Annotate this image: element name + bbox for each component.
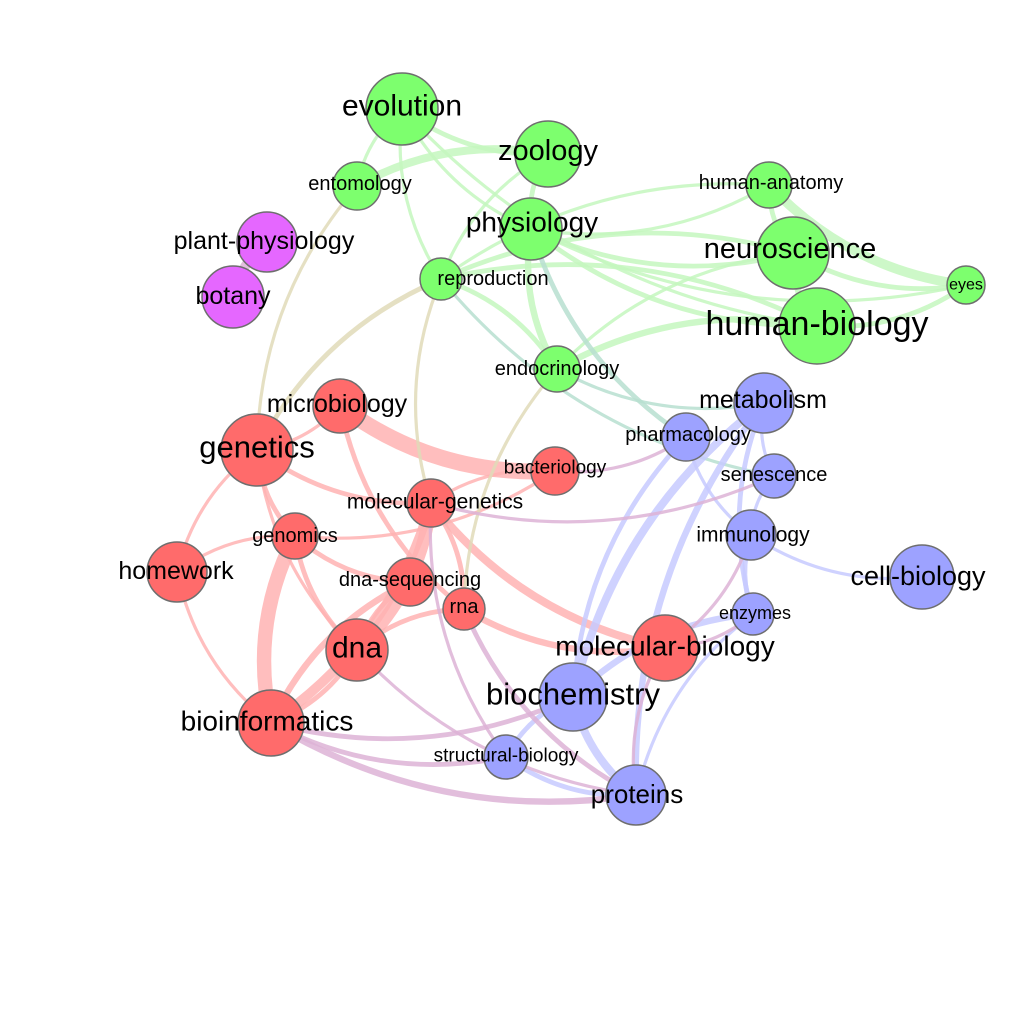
node-proteins[interactable]	[605, 764, 667, 826]
edge-reproduction-molecular-genetics	[413, 277, 443, 505]
node-bacteriology[interactable]	[530, 446, 580, 496]
node-label-bacteriology: bacteriology	[504, 458, 607, 479]
node-structural-biology[interactable]	[483, 734, 529, 780]
node-label-evolution: evolution	[342, 90, 462, 123]
node-homework[interactable]	[146, 541, 208, 603]
node-biochemistry[interactable]	[538, 662, 608, 732]
node-label-zoology: zoology	[498, 135, 598, 167]
node-entomology[interactable]	[332, 161, 382, 211]
node-label-proteins: proteins	[591, 779, 684, 809]
node-label-eyes: eyes	[949, 277, 983, 294]
node-label-immunology: immunology	[696, 524, 810, 547]
node-label-enzymes: enzymes	[719, 603, 791, 623]
node-neuroscience[interactable]	[756, 216, 830, 290]
node-label-botany: botany	[195, 282, 271, 310]
node-label-pharmacology: pharmacology	[625, 424, 751, 446]
edge-neuroscience-reproduction	[438, 230, 796, 282]
edge-pharmacology-biochemistry	[570, 434, 689, 700]
node-reproduction[interactable]	[419, 257, 463, 301]
node-label-physiology: physiology	[466, 207, 598, 238]
node-dna-sequencing[interactable]	[385, 557, 435, 607]
node-label-human-biology: human-biology	[705, 305, 928, 343]
node-microbiology[interactable]	[312, 378, 368, 434]
node-immunology[interactable]	[725, 509, 777, 561]
node-label-cell-biology: cell-biology	[850, 561, 986, 591]
node-metabolism[interactable]	[733, 372, 795, 434]
edge-bioinformatics-proteins	[267, 719, 640, 805]
node-label-biochemistry: biochemistry	[486, 677, 660, 712]
edge-molecular-genetics-molecular-biology	[427, 499, 669, 652]
node-botany[interactable]	[201, 265, 265, 329]
node-physiology[interactable]	[499, 197, 563, 261]
node-label-dna-sequencing: dna-sequencing	[339, 569, 481, 591]
node-label-genomics: genomics	[252, 525, 338, 547]
node-label-genetics: genetics	[199, 430, 314, 465]
edge-physiology-human-biology	[528, 226, 820, 329]
edge-metabolism-biochemistry	[569, 399, 768, 701]
labels-layer: evolution zoology entomology human-anatomy p…	[118, 90, 986, 810]
edge-rna-proteins	[461, 606, 639, 798]
nodes-layer	[146, 72, 986, 826]
node-label-metabolism: metabolism	[699, 386, 827, 414]
node-label-structural-biology: structural-biology	[434, 746, 579, 767]
edge-physiology-pharmacology	[528, 226, 689, 440]
node-bioinformatics[interactable]	[237, 689, 305, 757]
node-label-microbiology: microbiology	[267, 390, 408, 418]
edge-endocrinology-rna	[462, 367, 559, 611]
node-label-homework: homework	[118, 557, 234, 585]
edge-human-anatomy-eyes	[764, 180, 971, 290]
node-label-senescence: senescence	[721, 464, 828, 486]
node-pharmacology[interactable]	[661, 412, 711, 462]
edge-molecular-genetics-structural-biology	[428, 501, 508, 759]
node-label-human-anatomy: human-anatomy	[699, 172, 844, 194]
node-label-rna: rna	[450, 596, 480, 618]
node-label-neuroscience: neuroscience	[704, 233, 877, 265]
edge-molecular-genetics-senescence	[429, 474, 776, 524]
node-evolution[interactable]	[365, 72, 439, 146]
node-label-endocrinology: endocrinology	[495, 358, 620, 380]
node-cell-biology[interactable]	[889, 544, 955, 610]
edge-microbiology-rna	[337, 403, 467, 612]
node-human-anatomy[interactable]	[745, 161, 793, 209]
node-enzymes[interactable]	[731, 592, 775, 636]
node-label-plant-physiology: plant-physiology	[174, 227, 355, 255]
node-zoology[interactable]	[514, 120, 582, 188]
node-plant-physiology[interactable]	[236, 211, 298, 273]
node-label-molecular-biology: molecular-biology	[555, 631, 774, 662]
node-molecular-biology[interactable]	[631, 614, 699, 682]
edge-human-anatomy-reproduction	[439, 182, 771, 281]
node-label-molecular-genetics: molecular-genetics	[347, 491, 523, 514]
edge-entomology-genetics	[255, 184, 359, 452]
node-genomics[interactable]	[271, 512, 319, 560]
edge-bioinformatics-biochemistry	[268, 694, 576, 742]
edge-metabolism-proteins	[632, 399, 768, 799]
node-eyes[interactable]	[946, 265, 986, 305]
node-label-dna: dna	[332, 632, 382, 665]
node-human-biology[interactable]	[778, 287, 856, 365]
node-endocrinology[interactable]	[533, 345, 581, 393]
node-senescence[interactable]	[751, 453, 797, 499]
edge-human-biology-reproduction	[438, 262, 820, 329]
node-label-bioinformatics: bioinformatics	[181, 706, 354, 737]
node-label-reproduction: reproduction	[437, 268, 548, 290]
node-dna[interactable]	[325, 618, 389, 682]
node-rna[interactable]	[442, 587, 486, 631]
node-genetics[interactable]	[220, 413, 294, 487]
edge-dna-proteins	[355, 648, 638, 797]
node-label-entomology: entomology	[308, 173, 411, 195]
node-molecular-genetics[interactable]	[406, 478, 456, 528]
